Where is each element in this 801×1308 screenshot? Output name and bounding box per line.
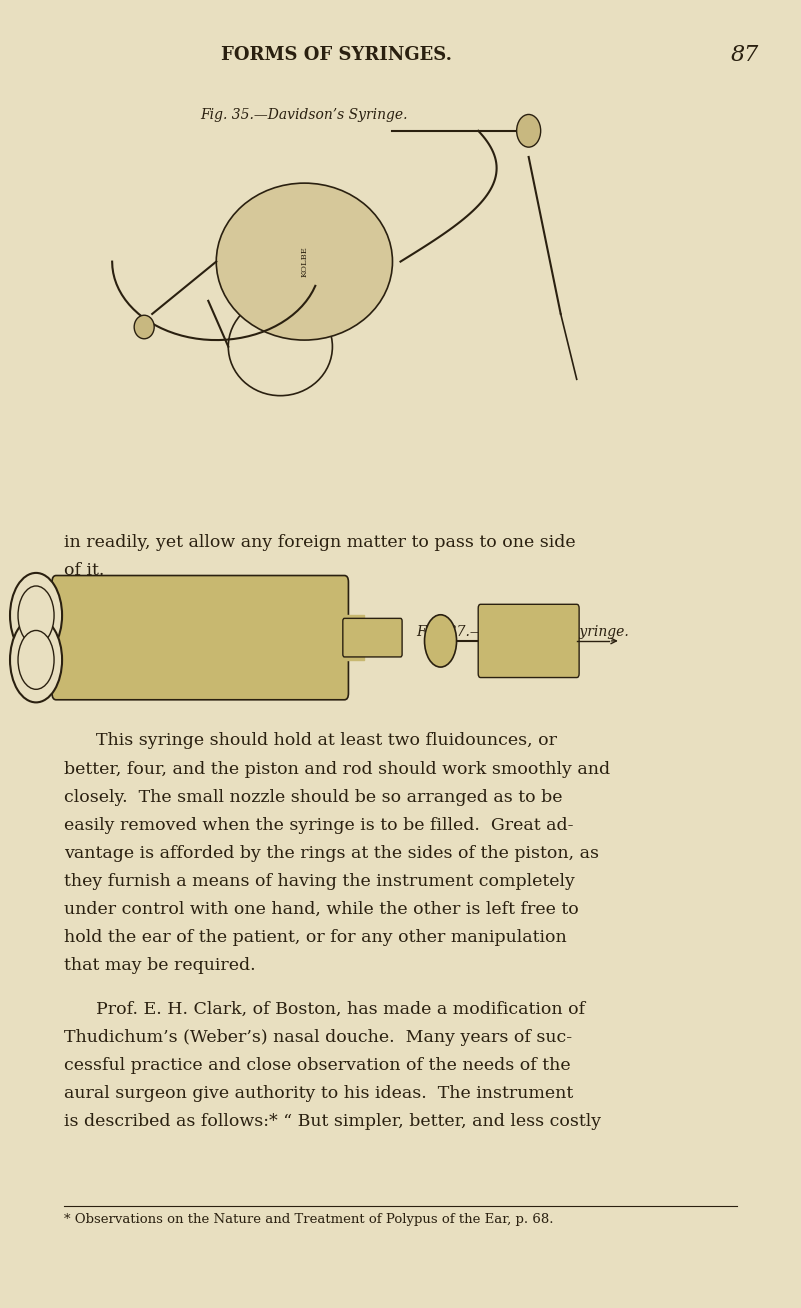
Text: aural surgeon give authority to his ideas.  The instrument: aural surgeon give authority to his idea… (64, 1086, 574, 1101)
Text: is described as follows:* “ But simpler, better, and less costly: is described as follows:* “ But simpler,… (64, 1113, 602, 1130)
Ellipse shape (10, 617, 62, 702)
Ellipse shape (18, 630, 54, 689)
FancyBboxPatch shape (478, 604, 579, 678)
Text: that may be required.: that may be required. (64, 957, 256, 974)
Text: KOLBE: KOLBE (300, 246, 308, 277)
Ellipse shape (228, 298, 332, 395)
Text: * Observations on the Nature and Treatment of Polypus of the Ear, p. 68.: * Observations on the Nature and Treatme… (64, 1213, 553, 1226)
FancyBboxPatch shape (343, 619, 402, 657)
Text: in readily, yet allow any foreign matter to pass to one side: in readily, yet allow any foreign matter… (64, 534, 576, 551)
Text: under control with one hand, while the other is left free to: under control with one hand, while the o… (64, 901, 579, 918)
Text: they furnish a means of having the instrument completely: they furnish a means of having the instr… (64, 874, 575, 889)
Text: cessful practice and close observation of the needs of the: cessful practice and close observation o… (64, 1057, 570, 1074)
Text: hold the ear of the patient, or for any other manipulation: hold the ear of the patient, or for any … (64, 929, 567, 946)
Text: easily removed when the syringe is to be filled.  Great ad-: easily removed when the syringe is to be… (64, 816, 574, 833)
Ellipse shape (216, 183, 392, 340)
Text: Fig. 37.—Rubber Ear-Syringe.: Fig. 37.—Rubber Ear-Syringe. (417, 625, 630, 640)
Text: FORMS OF SYRINGES.: FORMS OF SYRINGES. (221, 46, 452, 64)
Text: closely.  The small nozzle should be so arranged as to be: closely. The small nozzle should be so a… (64, 789, 562, 806)
Text: better, four, and the piston and rod should work smoothly and: better, four, and the piston and rod sho… (64, 760, 610, 777)
FancyBboxPatch shape (52, 576, 348, 700)
Ellipse shape (10, 573, 62, 658)
Text: Fig. 36.—Cylindrical Ear-Syringe.: Fig. 36.—Cylindrical Ear-Syringe. (64, 591, 302, 606)
Ellipse shape (18, 586, 54, 645)
Ellipse shape (517, 115, 541, 146)
Text: This syringe should hold at least two fluidounces, or: This syringe should hold at least two fl… (96, 732, 557, 749)
Text: Thudichum’s (Weber’s) nasal douche.  Many years of suc-: Thudichum’s (Weber’s) nasal douche. Many… (64, 1028, 572, 1045)
Ellipse shape (425, 615, 457, 667)
Ellipse shape (135, 315, 154, 339)
Text: Fig. 35.—Davidson’s Syringe.: Fig. 35.—Davidson’s Syringe. (200, 109, 409, 122)
Text: 87: 87 (731, 44, 759, 65)
Text: Prof. E. H. Clark, of Boston, has made a modification of: Prof. E. H. Clark, of Boston, has made a… (96, 1001, 586, 1018)
Text: vantage is afforded by the rings at the sides of the piston, as: vantage is afforded by the rings at the … (64, 845, 599, 862)
Text: of it.: of it. (64, 562, 104, 579)
